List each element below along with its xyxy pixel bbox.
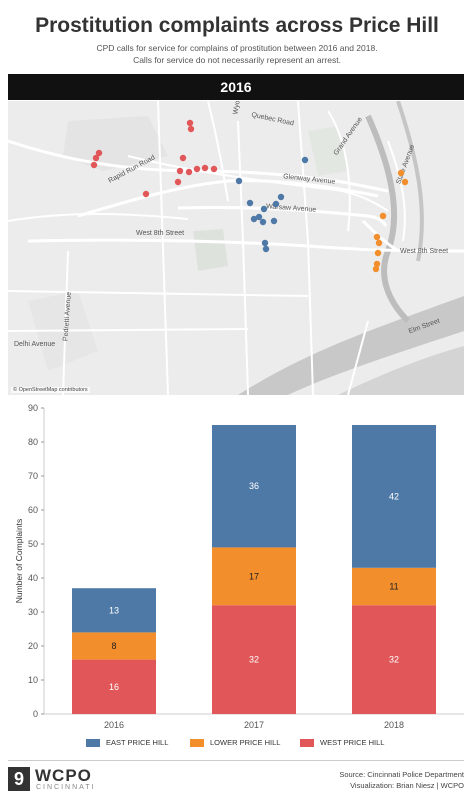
bar-segment [352, 605, 436, 714]
map-point-east[interactable] [255, 213, 263, 221]
wcpo-logo: 9 WCPO CINCINNATI [8, 766, 118, 792]
x-tick-label: 2018 [384, 720, 404, 730]
y-tick-label: 60 [28, 505, 38, 515]
legend-swatch-lower [190, 739, 204, 748]
map-point-lower[interactable] [375, 239, 383, 247]
page-title: Prostitution complaints across Price Hil… [35, 14, 439, 37]
street-label-west8th-right: West 8th Street [400, 248, 449, 255]
bar-segment [212, 425, 296, 548]
visualization-credit: Visualization: Brian Niesz | WCPO [350, 781, 464, 790]
footer-divider [8, 760, 464, 761]
bar-value-label: 11 [389, 582, 398, 592]
map-point-east[interactable] [301, 156, 309, 164]
map-point-east[interactable] [260, 205, 268, 213]
bar-value-label: 32 [389, 655, 399, 665]
legend-item-lower: LOWER PRICE HILL [190, 738, 281, 748]
map-year-header: 2016 [8, 74, 464, 100]
map-point-west[interactable] [179, 154, 187, 162]
y-tick-label: 50 [28, 539, 38, 549]
legend-label-west: WEST PRICE HILL [320, 738, 385, 747]
bar-value-label: 13 [109, 605, 119, 615]
map-credit: © OpenStreetMap contributors [11, 387, 90, 393]
street-label-delhi: Delhi Avenue [14, 341, 56, 348]
map-points [90, 119, 409, 273]
y-tick-label: 30 [28, 607, 38, 617]
y-tick-label: 10 [28, 675, 38, 685]
bar-value-label: 16 [109, 682, 119, 692]
map-point-west[interactable] [95, 149, 103, 157]
map-point-lower[interactable] [401, 178, 409, 186]
map-point-east[interactable] [262, 245, 270, 253]
bar-segment [72, 632, 156, 660]
map-point-west[interactable] [90, 161, 98, 169]
map-point-east[interactable] [250, 215, 258, 223]
logo-number: 9 [8, 767, 30, 791]
subtitle: CPD calls for service for complains of p… [0, 42, 474, 66]
bar-segment [352, 567, 436, 606]
map-base [8, 101, 464, 395]
bar-value-label: 36 [249, 481, 259, 491]
chart-svg: 0 10 20 30 40 50 60 70 80 90 Number of Complaints 1… [14, 403, 464, 730]
source-credits: Source: Cincinnati Police Department Vis… [339, 769, 464, 791]
y-tick-label: 70 [28, 471, 38, 481]
map-point-west[interactable] [201, 164, 209, 172]
legend-item-west: WEST PRICE HILL [300, 738, 385, 748]
y-axis-label: Number of Complaints [14, 519, 24, 604]
complaints-map[interactable]: Wyo Quebec Road Grand Avenue Rapid Run R… [8, 101, 464, 395]
map-point-west[interactable] [92, 154, 100, 162]
map-point-lower[interactable] [397, 169, 405, 177]
map-point-lower[interactable] [373, 260, 381, 268]
y-tick-label: 0 [33, 709, 38, 719]
map-point-lower[interactable] [374, 249, 382, 257]
legend-label-east: EAST PRICE HILL [106, 738, 169, 747]
map-point-east[interactable] [259, 218, 267, 226]
subtitle-line-2: Calls for service do not necessarily rep… [133, 55, 341, 65]
legend-swatch-east [86, 739, 100, 748]
map-point-west[interactable] [210, 165, 218, 173]
logo-name: WCPO [35, 766, 92, 785]
complaints-chart: 0 10 20 30 40 50 60 70 80 90 Number of Complaints 1… [0, 398, 474, 733]
subtitle-line-1: CPD calls for service for complains of p… [96, 43, 378, 53]
map-point-east[interactable] [272, 200, 280, 208]
map-point-west[interactable] [176, 167, 184, 175]
street-label-west8th-left: West 8th Street [136, 230, 185, 237]
bar-value-label: 42 [389, 491, 399, 501]
bar-segment [352, 425, 436, 568]
map-point-east[interactable] [277, 193, 285, 201]
map-point-lower[interactable] [379, 212, 387, 220]
bar-value-label: 17 [249, 571, 259, 581]
map-point-east[interactable] [261, 239, 269, 247]
y-tick-label: 20 [28, 641, 38, 651]
map-point-east[interactable] [235, 177, 243, 185]
map-point-west[interactable] [174, 178, 182, 186]
bar-segment [212, 605, 296, 714]
y-tick-label: 80 [28, 437, 38, 447]
map-point-west[interactable] [193, 165, 201, 173]
map-point-west[interactable] [185, 168, 193, 176]
y-tick-label: 40 [28, 573, 38, 583]
bar-value-label: 32 [249, 655, 259, 665]
bar-segment [72, 588, 156, 633]
bar-segment [72, 659, 156, 714]
map-point-west[interactable] [187, 125, 195, 133]
map-point-west[interactable] [142, 190, 150, 198]
legend-label-lower: LOWER PRICE HILL [210, 738, 281, 747]
bar-segment [212, 547, 296, 606]
map-point-lower[interactable] [372, 265, 380, 273]
map-point-east[interactable] [270, 217, 278, 225]
x-tick-label: 2017 [244, 720, 264, 730]
map-point-lower[interactable] [373, 233, 381, 241]
legend-item-east: EAST PRICE HILL [86, 738, 169, 748]
legend: EAST PRICE HILL LOWER PRICE HILL WEST PR… [0, 738, 474, 754]
x-tick-label: 2016 [104, 720, 124, 730]
map-point-east[interactable] [246, 199, 254, 207]
map-point-west[interactable] [186, 119, 194, 127]
y-tick-label: 90 [28, 403, 38, 413]
bar-value-label: 8 [111, 641, 116, 651]
legend-swatch-west [300, 739, 314, 748]
source-line: Source: Cincinnati Police Department [339, 770, 464, 779]
logo-sub: CINCINNATI [36, 784, 96, 791]
